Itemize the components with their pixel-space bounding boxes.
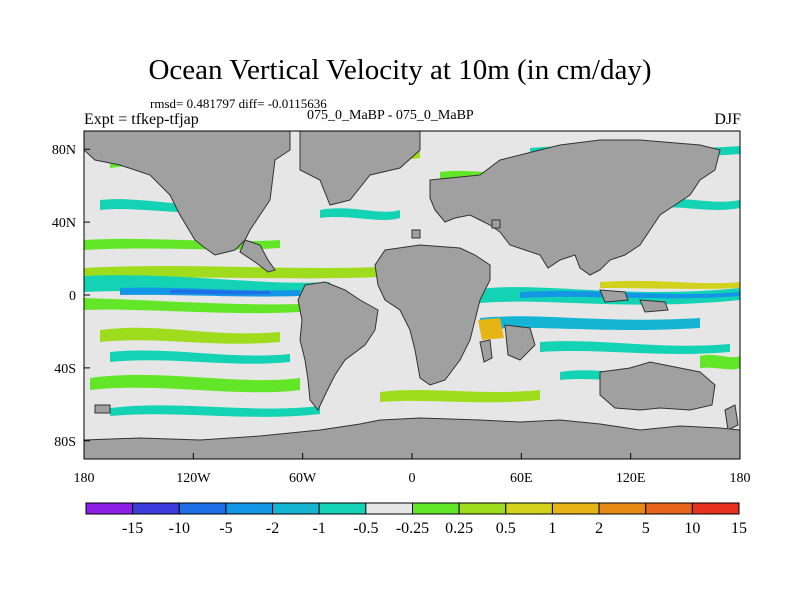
x-tick-label: 120E — [616, 471, 646, 486]
colorbar-swatch — [551, 502, 600, 515]
land-eurasia — [429, 139, 721, 276]
land-new-zealand — [724, 404, 739, 431]
colorbar-swatch — [505, 502, 553, 515]
colorbar-label: -15 — [122, 520, 143, 537]
colorbar-swatch — [225, 502, 274, 515]
land-north-america — [84, 131, 291, 256]
x-tick-label: 60W — [289, 471, 317, 486]
contour-band — [480, 316, 700, 330]
land-india-block — [504, 324, 536, 361]
colorbar-swatch — [598, 502, 647, 515]
land-madagascar — [479, 339, 493, 363]
season-label: DJF — [714, 111, 741, 128]
experiment-label: Expt = tfkep-tfjap — [84, 111, 199, 128]
contour-band — [320, 208, 400, 220]
land-layer — [84, 131, 740, 459]
land-island — [411, 229, 421, 239]
contour-band — [84, 298, 300, 314]
land-central-america — [239, 239, 276, 273]
colorbar-label: 0.5 — [496, 520, 516, 537]
land-island — [94, 404, 111, 414]
colorbar-swatch — [85, 502, 134, 515]
colorbar-swatch — [458, 502, 507, 515]
contour-fill-layer — [84, 131, 740, 459]
contour-band — [110, 405, 320, 417]
colorbar-label: -0.25 — [396, 520, 429, 537]
colorbar-label: -2 — [266, 520, 279, 537]
x-tick-label: 0 — [409, 471, 416, 486]
y-tick-label: 40N — [52, 216, 76, 231]
x-tick-label: 180 — [74, 471, 95, 486]
stats-line: rmsd= 0.481797 diff= -0.0115636 — [150, 96, 327, 111]
contour-band — [100, 327, 280, 344]
land-south-america — [297, 281, 379, 411]
x-tick-label: 120W — [176, 471, 211, 486]
contour-band — [110, 350, 290, 364]
land-africa — [374, 244, 491, 386]
map-panel: 180 120W 60W 0 60E 120E 180 80N 40N 0 40S 80S — [52, 130, 751, 486]
colorbar-label: -1 — [313, 520, 326, 537]
x-tick-label: 60E — [510, 471, 533, 486]
contour-band — [380, 390, 540, 403]
land-australia — [599, 361, 716, 411]
colorbar-label: 10 — [684, 520, 700, 537]
contour-band — [520, 291, 740, 299]
y-tick-label: 0 — [69, 289, 76, 304]
contour-band — [170, 289, 270, 295]
colorbar-label: -0.5 — [353, 520, 378, 537]
plot-title: Ocean Vertical Velocity at 10m (in cm/da… — [148, 54, 652, 86]
colorbar-label: 5 — [642, 520, 650, 537]
x-axis-ticks: 180 120W 60W 0 60E 120E 180 — [74, 453, 751, 486]
x-tick-label: 180 — [730, 471, 751, 486]
land-island — [491, 219, 501, 229]
land-antarctica — [84, 417, 740, 459]
colorbar-label: 0.25 — [445, 520, 473, 537]
contour-band — [600, 280, 740, 289]
y-axis-ticks: 80N 40N 0 40S 80S — [52, 143, 90, 450]
contour-band — [540, 341, 730, 354]
colorbar-swatch — [645, 502, 693, 515]
y-tick-label: 40S — [54, 362, 76, 377]
land-se-asia-island — [639, 299, 669, 313]
land-greenland — [299, 131, 421, 206]
colorbar-swatch — [132, 502, 180, 515]
colorbar-label: -10 — [169, 520, 190, 537]
y-tick-label: 80S — [54, 435, 76, 450]
colorbar: -15 -10 -5 -2 -1 -0.5 -0.25 0.25 0.5 1 2 5 10 15 — [85, 502, 747, 537]
contour-band — [700, 354, 740, 370]
land-se-asia-island — [599, 289, 629, 303]
contour-band — [478, 318, 504, 340]
colorbar-label: 1 — [548, 520, 556, 537]
colorbar-swatch — [318, 502, 367, 515]
colorbar-swatch — [272, 502, 320, 515]
colorbar-swatch — [412, 502, 460, 515]
colorbar-swatch — [178, 502, 227, 515]
y-tick-label: 80N — [52, 143, 76, 158]
contour-band — [90, 374, 300, 393]
colorbar-swatch — [691, 502, 740, 515]
plot-subtitle: 075_0_MaBP - 075_0_MaBP — [307, 108, 474, 123]
colorbar-swatch — [365, 502, 414, 515]
colorbar-label: 2 — [595, 520, 603, 537]
colorbar-label: -5 — [219, 520, 232, 537]
colorbar-label: 15 — [731, 520, 747, 537]
